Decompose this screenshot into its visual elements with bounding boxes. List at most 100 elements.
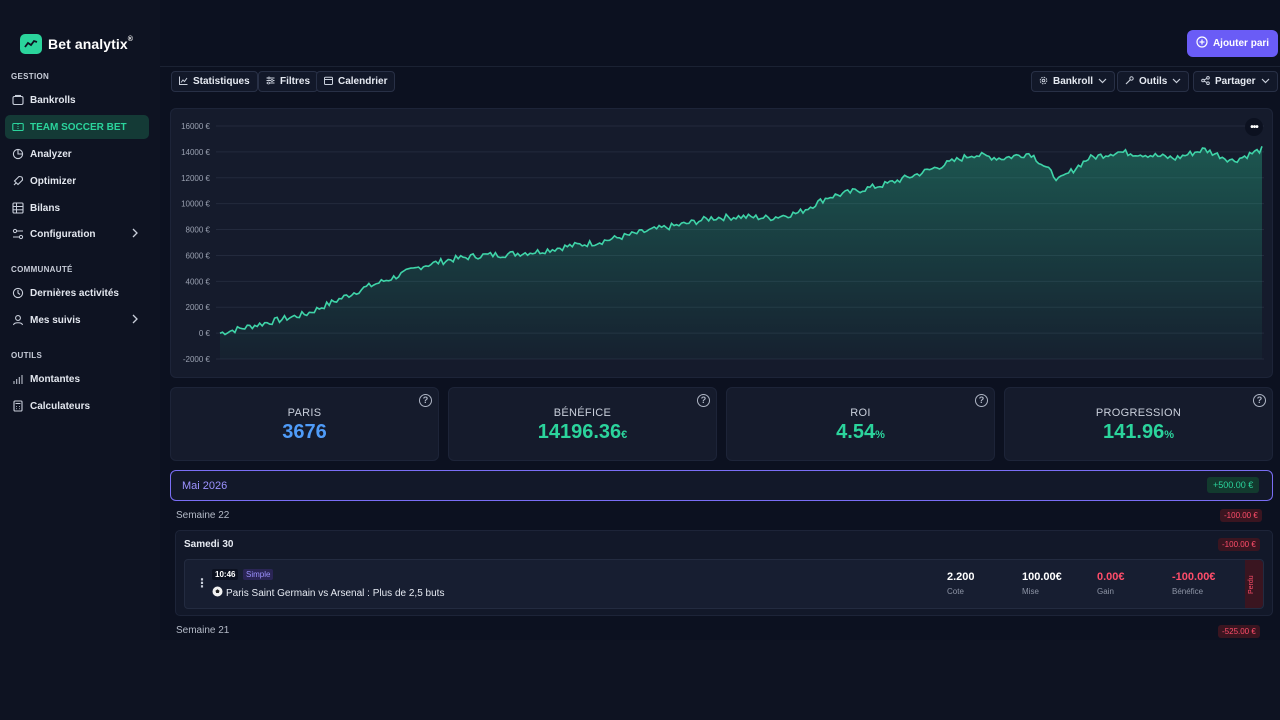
help-icon[interactable]: ? — [1253, 394, 1266, 407]
week-total-badge: -100.00 € — [1220, 509, 1262, 522]
sidebar-item-label: Optimizer — [30, 175, 77, 187]
y-tick-label: 14000 € — [181, 148, 210, 157]
month-label: Mai 2026 — [182, 480, 228, 492]
sidebar: Bet analytix® GESTION COMMUNAUTÉ OUTILS … — [0, 0, 160, 720]
sidebar-item-label: Configuration — [30, 228, 96, 240]
partager-dropdown[interactable]: Partager — [1193, 71, 1278, 92]
sidebar-item-dernieres-activites[interactable]: Dernières activités — [5, 281, 149, 305]
y-tick-label: 16000 € — [181, 122, 210, 131]
sidebar-item-team-soccer-bet[interactable]: TEAM SOCCER BET — [5, 115, 149, 139]
sidebar-item-label: Bankrolls — [30, 94, 76, 106]
chart-menu-button[interactable]: ••• — [1245, 118, 1263, 136]
section-title-communaute: COMMUNAUTÉ — [11, 265, 73, 274]
bet-mise-label: Mise — [1022, 587, 1039, 596]
series-line — [219, 146, 1263, 336]
section-title-gestion: GESTION — [11, 72, 50, 81]
chevron-down-icon — [1172, 76, 1181, 87]
tab-label: Statistiques — [193, 76, 250, 87]
y-tick-label: 6000 € — [186, 251, 211, 260]
app-logo[interactable]: Bet analytix® — [20, 34, 133, 54]
bet-mise-value: 100.00€ — [1022, 571, 1062, 583]
settings-icon — [12, 228, 24, 240]
ticket-icon — [12, 121, 24, 133]
calculator-icon — [12, 400, 24, 412]
tab-label: Filtres — [280, 76, 311, 87]
bet-row[interactable] — [184, 559, 1264, 609]
bet-time-badge: 10:46 — [212, 569, 239, 580]
bet-benefice-label: Bénéfice — [1172, 587, 1204, 596]
tab-filtres[interactable]: Filtres — [258, 71, 319, 92]
y-tick-label: -2000 € — [183, 355, 211, 364]
add-bet-label: Ajouter pari — [1212, 38, 1270, 49]
week-label: Semaine 22 — [176, 510, 230, 521]
bet-gain-label: Gain — [1097, 587, 1114, 596]
stat-value: 141.96% — [1103, 421, 1174, 443]
bet-title-text: Paris Saint Germain vs Arsenal : Plus de… — [226, 587, 445, 599]
stat-label: PROGRESSION — [1095, 407, 1182, 419]
help-icon[interactable]: ? — [697, 394, 710, 407]
stat-card-roi: ? ROI 4.54% — [726, 387, 995, 461]
sidebar-item-calculateurs[interactable]: Calculateurs — [5, 394, 149, 418]
more-vertical-icon[interactable]: ⋮ — [196, 576, 208, 590]
outils-dropdown[interactable]: Outils — [1117, 71, 1190, 92]
chevron-right-icon — [131, 314, 139, 327]
stat-label: PARIS — [287, 407, 322, 419]
tab-calendrier[interactable]: Calendrier — [316, 71, 396, 92]
week-label: Semaine 21 — [176, 625, 230, 636]
bankroll-dropdown[interactable]: Bankroll — [1031, 71, 1116, 92]
stat-value: 4.54% — [836, 421, 885, 443]
dropdown-label: Outils — [1139, 76, 1168, 87]
gear-icon — [1039, 76, 1048, 88]
share-icon — [1201, 75, 1210, 88]
add-bet-button[interactable]: Ajouter pari — [1187, 30, 1278, 57]
sidebar-item-label: Calculateurs — [30, 400, 91, 412]
month-header[interactable]: Mai 2026 — [170, 470, 1273, 501]
stat-label: BÉNÉFICE — [553, 407, 612, 419]
chevron-down-icon — [1261, 76, 1270, 87]
plus-circle-icon — [1196, 36, 1208, 51]
line-chart-icon — [179, 76, 188, 88]
tab-statistiques[interactable]: Statistiques — [171, 71, 258, 92]
stat-label: ROI — [850, 407, 871, 419]
rocket-icon — [12, 175, 24, 187]
sidebar-item-optimizer[interactable]: Optimizer — [5, 169, 149, 193]
bet-title: Paris Saint Germain vs Arsenal : Plus de… — [212, 586, 444, 600]
bet-status-tab — [1245, 560, 1263, 608]
help-icon[interactable]: ? — [419, 394, 432, 407]
stat-card-benefice: ? BÉNÉFICE 14196.36€ — [448, 387, 717, 461]
dropdown-label: Partager — [1215, 76, 1256, 87]
sidebar-item-label: Bilans — [30, 202, 61, 214]
pie-chart-icon — [12, 148, 24, 160]
y-tick-label: 0 € — [199, 329, 211, 338]
bet-type-badge: Simple — [243, 569, 274, 580]
soccer-ball-icon — [212, 586, 223, 600]
sidebar-item-bilans[interactable]: Bilans — [5, 196, 149, 220]
sidebar-item-label: Analyzer — [30, 148, 72, 160]
user-icon — [12, 314, 24, 326]
chevron-down-icon — [1098, 76, 1107, 87]
week-total-badge: -525.00 € — [1218, 625, 1260, 638]
sidebar-item-configuration[interactable]: Configuration — [5, 222, 149, 246]
y-tick-label: 8000 € — [186, 226, 211, 235]
help-icon[interactable]: ? — [975, 394, 988, 407]
y-tick-label: 2000 € — [186, 303, 211, 312]
stat-value: 14196.36€ — [537, 421, 628, 443]
sidebar-item-analyzer[interactable]: Analyzer — [5, 142, 149, 166]
sidebar-item-montantes[interactable]: Montantes — [5, 367, 149, 391]
app-name: Bet analytix® — [48, 36, 134, 52]
sidebar-item-label: Mes suivis — [30, 314, 81, 326]
filter-icon — [266, 76, 275, 88]
wallet-icon — [12, 94, 24, 106]
month-total-badge: +500.00 € — [1207, 477, 1260, 493]
sidebar-item-mes-suivis[interactable]: Mes suivis — [5, 308, 149, 332]
y-tick-label: 4000 € — [186, 277, 211, 286]
stat-value: 3676 — [282, 421, 327, 443]
bars-icon — [12, 373, 24, 385]
bet-cote-label: Cote — [947, 587, 964, 596]
sidebar-item-label: Dernières activités — [30, 287, 119, 299]
tab-label: Calendrier — [338, 76, 388, 87]
bet-benefice-value: -100.00€ — [1172, 571, 1216, 583]
wrench-icon — [1125, 75, 1134, 88]
dropdown-label: Bankroll — [1053, 76, 1094, 87]
sidebar-item-bankrolls[interactable]: Bankrolls — [5, 88, 149, 112]
